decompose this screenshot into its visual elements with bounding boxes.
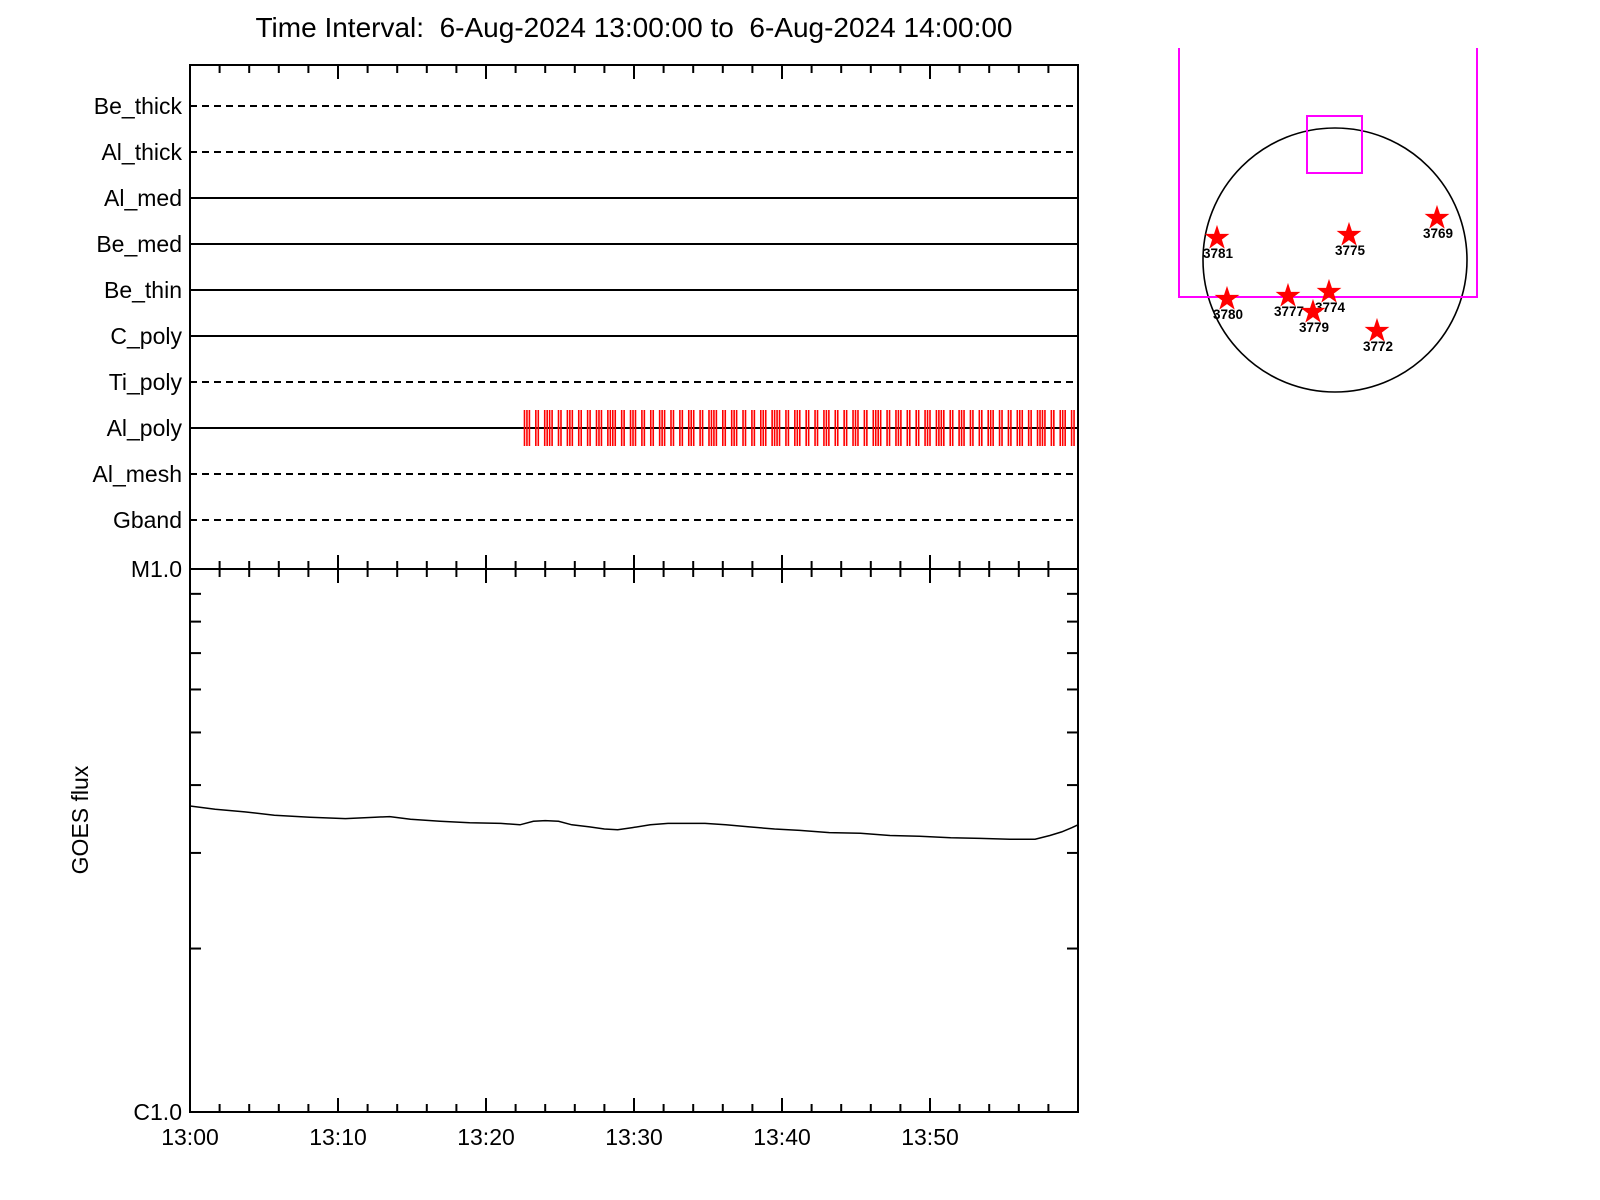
goes-panel-border: [189, 568, 1079, 1113]
active-region-label: 3780: [1213, 307, 1243, 322]
filter-label: Be_thin: [104, 277, 182, 303]
active-region-star: [1316, 278, 1342, 303]
filter-label: Be_med: [96, 231, 182, 257]
filter-label: Al_mesh: [93, 461, 182, 487]
active-region-label: 3779: [1299, 320, 1329, 335]
x-tick-label: 13:20: [457, 1124, 515, 1150]
x-tick-label: 13:10: [309, 1124, 367, 1150]
active-region-star: [1364, 317, 1390, 342]
x-tick-label: 13:30: [605, 1124, 663, 1150]
active-region-star: [1214, 285, 1240, 310]
active-region-star: [1204, 224, 1230, 249]
filter-panel-border: [189, 64, 1079, 570]
active-region-label: 3769: [1423, 226, 1453, 241]
filter-label: Be_thick: [94, 93, 183, 119]
y-axis-title: GOES flux: [67, 765, 93, 874]
x-tick-label: 13:40: [753, 1124, 811, 1150]
active-region-star: [1300, 298, 1326, 323]
filter-label: Al_thick: [101, 139, 182, 165]
x-tick-label: 13:50: [901, 1124, 959, 1150]
filter-label: Ti_poly: [109, 369, 183, 395]
filter-label: Al_poly: [107, 415, 183, 441]
generated-plot-elements: 13:00 13:10 13:20 13:30 13:40 13:50 Be_thick Al…: [93, 48, 1478, 1150]
active-region-label: 3775: [1335, 243, 1366, 258]
solar-disk: [1202, 127, 1468, 393]
active-region-star: [1424, 204, 1450, 229]
x-tick-label: 13:00: [161, 1124, 219, 1150]
filter-label: Gband: [113, 507, 182, 533]
goes-flux-curve: [189, 805, 1079, 840]
xrt-target-box: [1306, 115, 1363, 174]
active-region-star: [1275, 282, 1301, 307]
y-axis-bottom-label: C1.0: [133, 1099, 182, 1125]
y-axis-top-label: M1.0: [131, 556, 182, 582]
active-region-label: 3772: [1363, 339, 1393, 354]
active-region-star: [1336, 221, 1362, 246]
filter-label: Al_med: [104, 185, 182, 211]
active-region-label: 3774: [1315, 300, 1346, 315]
filter-label: C_poly: [110, 323, 182, 349]
active-region-label: 3777: [1274, 304, 1304, 319]
active-region-label: 3781: [1203, 246, 1234, 261]
plot-title: Time Interval: 6-Aug-2024 13:00:00 to 6-…: [255, 12, 1013, 43]
